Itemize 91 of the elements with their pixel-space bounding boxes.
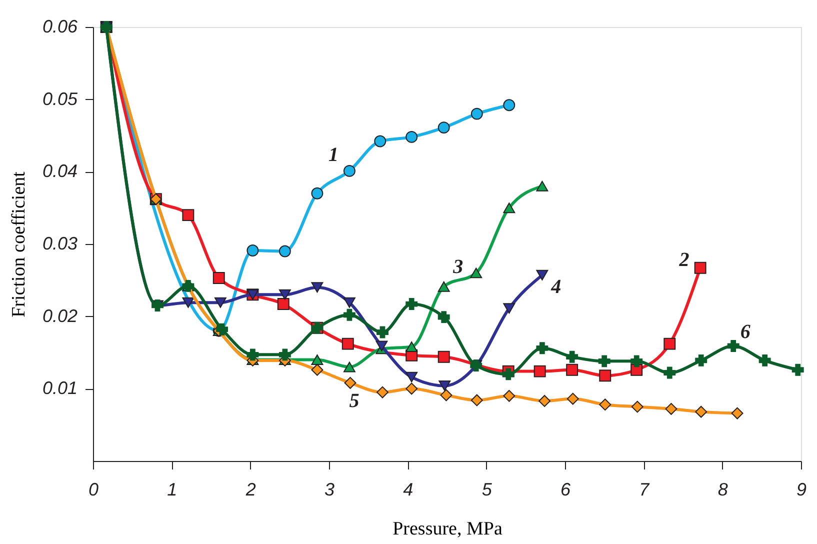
point [503,202,516,214]
point [343,362,356,372]
x-tick-label: 2 [244,480,256,500]
point [694,262,706,274]
point [599,398,612,411]
x-tick-label: 6 [560,480,572,500]
point [438,311,450,324]
point [731,407,744,420]
point [278,348,291,361]
point [214,297,226,308]
point [246,244,259,256]
point [566,392,579,405]
point [440,389,452,402]
point [664,366,676,379]
point [534,365,546,378]
point [311,354,324,365]
point [665,402,678,415]
point [792,364,804,376]
point [182,209,194,222]
y-tick-label: 0.01 [42,378,78,398]
point [631,400,644,413]
point [502,368,514,380]
point [470,108,483,120]
point [438,281,450,292]
point [630,355,643,368]
point [503,303,516,314]
point [277,298,290,310]
point [758,354,771,366]
point [406,382,418,395]
point [376,326,388,338]
point [438,122,450,134]
point [311,282,324,293]
point [438,380,451,392]
point [406,298,418,310]
point [376,386,388,398]
point [406,130,418,143]
point [343,308,356,321]
x-tick-label: 3 [324,480,335,500]
point [406,372,418,382]
point [566,350,578,363]
point [438,350,450,363]
point [695,406,708,418]
point [342,338,354,350]
y-tick-label: 0.06 [42,16,78,36]
point [695,354,708,366]
x-tick-label: 0 [88,480,99,500]
point [343,297,356,308]
point [246,348,259,361]
point [278,245,291,258]
x-tick-label: 7 [639,480,650,500]
series-label: 3 [452,256,464,278]
x-tick-label: 9 [796,480,807,500]
point [536,270,548,280]
point [664,338,676,350]
point [278,289,291,300]
point [344,376,356,389]
series-label: 2 [678,248,690,271]
x-tick-label: 5 [482,480,493,500]
point [216,323,228,336]
point [536,342,548,354]
point [536,180,548,192]
point [566,364,578,376]
point [470,268,482,278]
series-label: 4 [550,276,562,298]
point [374,135,386,148]
point [470,394,483,406]
point [727,340,740,352]
y-tick-label: 0.02 [42,306,78,326]
point [599,370,612,382]
point [376,340,388,352]
x-tick-label: 8 [718,480,728,500]
point [311,187,324,200]
point [182,297,194,308]
y-axis-title: Friction coefficient [8,170,30,318]
point [538,394,551,407]
x-axis-title: Pressure, MPa [392,518,503,540]
series-label: 6 [740,320,750,343]
y-tick-label: 0.05 [42,88,78,109]
point [503,99,516,112]
series-label: 5 [349,390,360,412]
y-tick-label: 0.03 [42,234,78,254]
series-label: 1 [328,144,338,166]
x-tick-label: 4 [403,480,414,500]
x-tick-label: 1 [167,480,178,500]
point [343,164,356,177]
point [311,364,324,376]
point [406,341,418,352]
point [598,355,610,368]
point [503,390,516,402]
point [212,272,225,284]
y-tick-label: 0.04 [42,161,78,182]
